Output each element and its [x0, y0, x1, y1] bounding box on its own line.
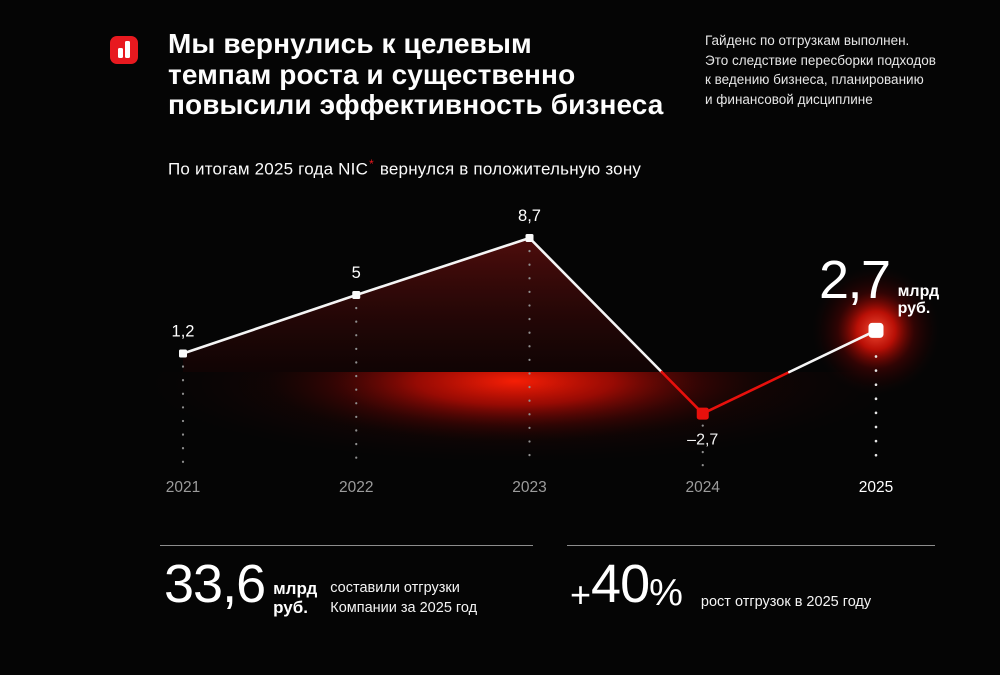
slide-title-line: темпам роста и существенно [168, 58, 576, 90]
stat-prefix: + [570, 574, 592, 615]
stat-suffix: % [649, 572, 683, 614]
svg-text:2021: 2021 [166, 479, 200, 496]
header-note-line: Это следствие пересборки подходов [705, 52, 936, 68]
svg-text:1,2: 1,2 [172, 323, 195, 341]
svg-text:2025: 2025 [859, 479, 893, 496]
svg-text:2023: 2023 [512, 479, 546, 496]
stat-divider-left [160, 545, 533, 546]
svg-text:2022: 2022 [339, 479, 373, 496]
svg-text:–2,7: –2,7 [687, 432, 718, 449]
company-logo-icon [110, 36, 138, 64]
stat-unit: млрд руб. [273, 579, 318, 617]
highlight-value: 2,7 [819, 250, 891, 310]
slide-title-line: повысили эффективность бизнеса [168, 89, 664, 120]
stat-value: 40 [591, 554, 650, 614]
chart-subtitle-text: По итогам 2025 года NIC [168, 159, 369, 179]
slide-title-line: Мы вернулись к целевым [168, 28, 532, 59]
stat-shipments-growth: + 40 % рост отгрузок в 2025 году [570, 556, 871, 613]
logo-bar-tall-icon [125, 41, 130, 58]
footnote-asterisk-icon: * [369, 157, 374, 171]
header-note-line: к ведению бизнеса, планированию [705, 72, 924, 87]
logo-bar-short-icon [118, 48, 123, 58]
chart-subtitle-text: вернулся в положительную зону [374, 159, 642, 179]
stat-description: рост отгрузок в 2025 году [700, 594, 872, 610]
slide-title: Мы вернулись к целевым темпам роста и су… [168, 28, 664, 121]
svg-text:2024: 2024 [686, 479, 721, 496]
stat-value: 33,6 [164, 554, 266, 614]
svg-text:5: 5 [352, 264, 361, 282]
stat-description: составили отгрузки Компании за 2025 год [330, 580, 478, 616]
highlight-2025-value: 2,7 млрд руб. [819, 253, 939, 317]
header-note-line: Гайденс по отгрузкам выполнен. [705, 33, 910, 48]
stat-shipments-total: 33,6 млрд руб. составили отгрузки Компан… [164, 556, 477, 618]
chart-subtitle: По итогам 2025 года NIC* вернулся в поло… [168, 157, 641, 180]
svg-text:8,7: 8,7 [518, 207, 541, 225]
stat-divider-right [567, 545, 935, 546]
header-note: Гайденс по отгрузкам выполнен. Это следс… [705, 31, 936, 109]
header-note-line: и финансовой дисциплине [705, 91, 873, 107]
highlight-unit: млрд руб. [897, 283, 940, 317]
